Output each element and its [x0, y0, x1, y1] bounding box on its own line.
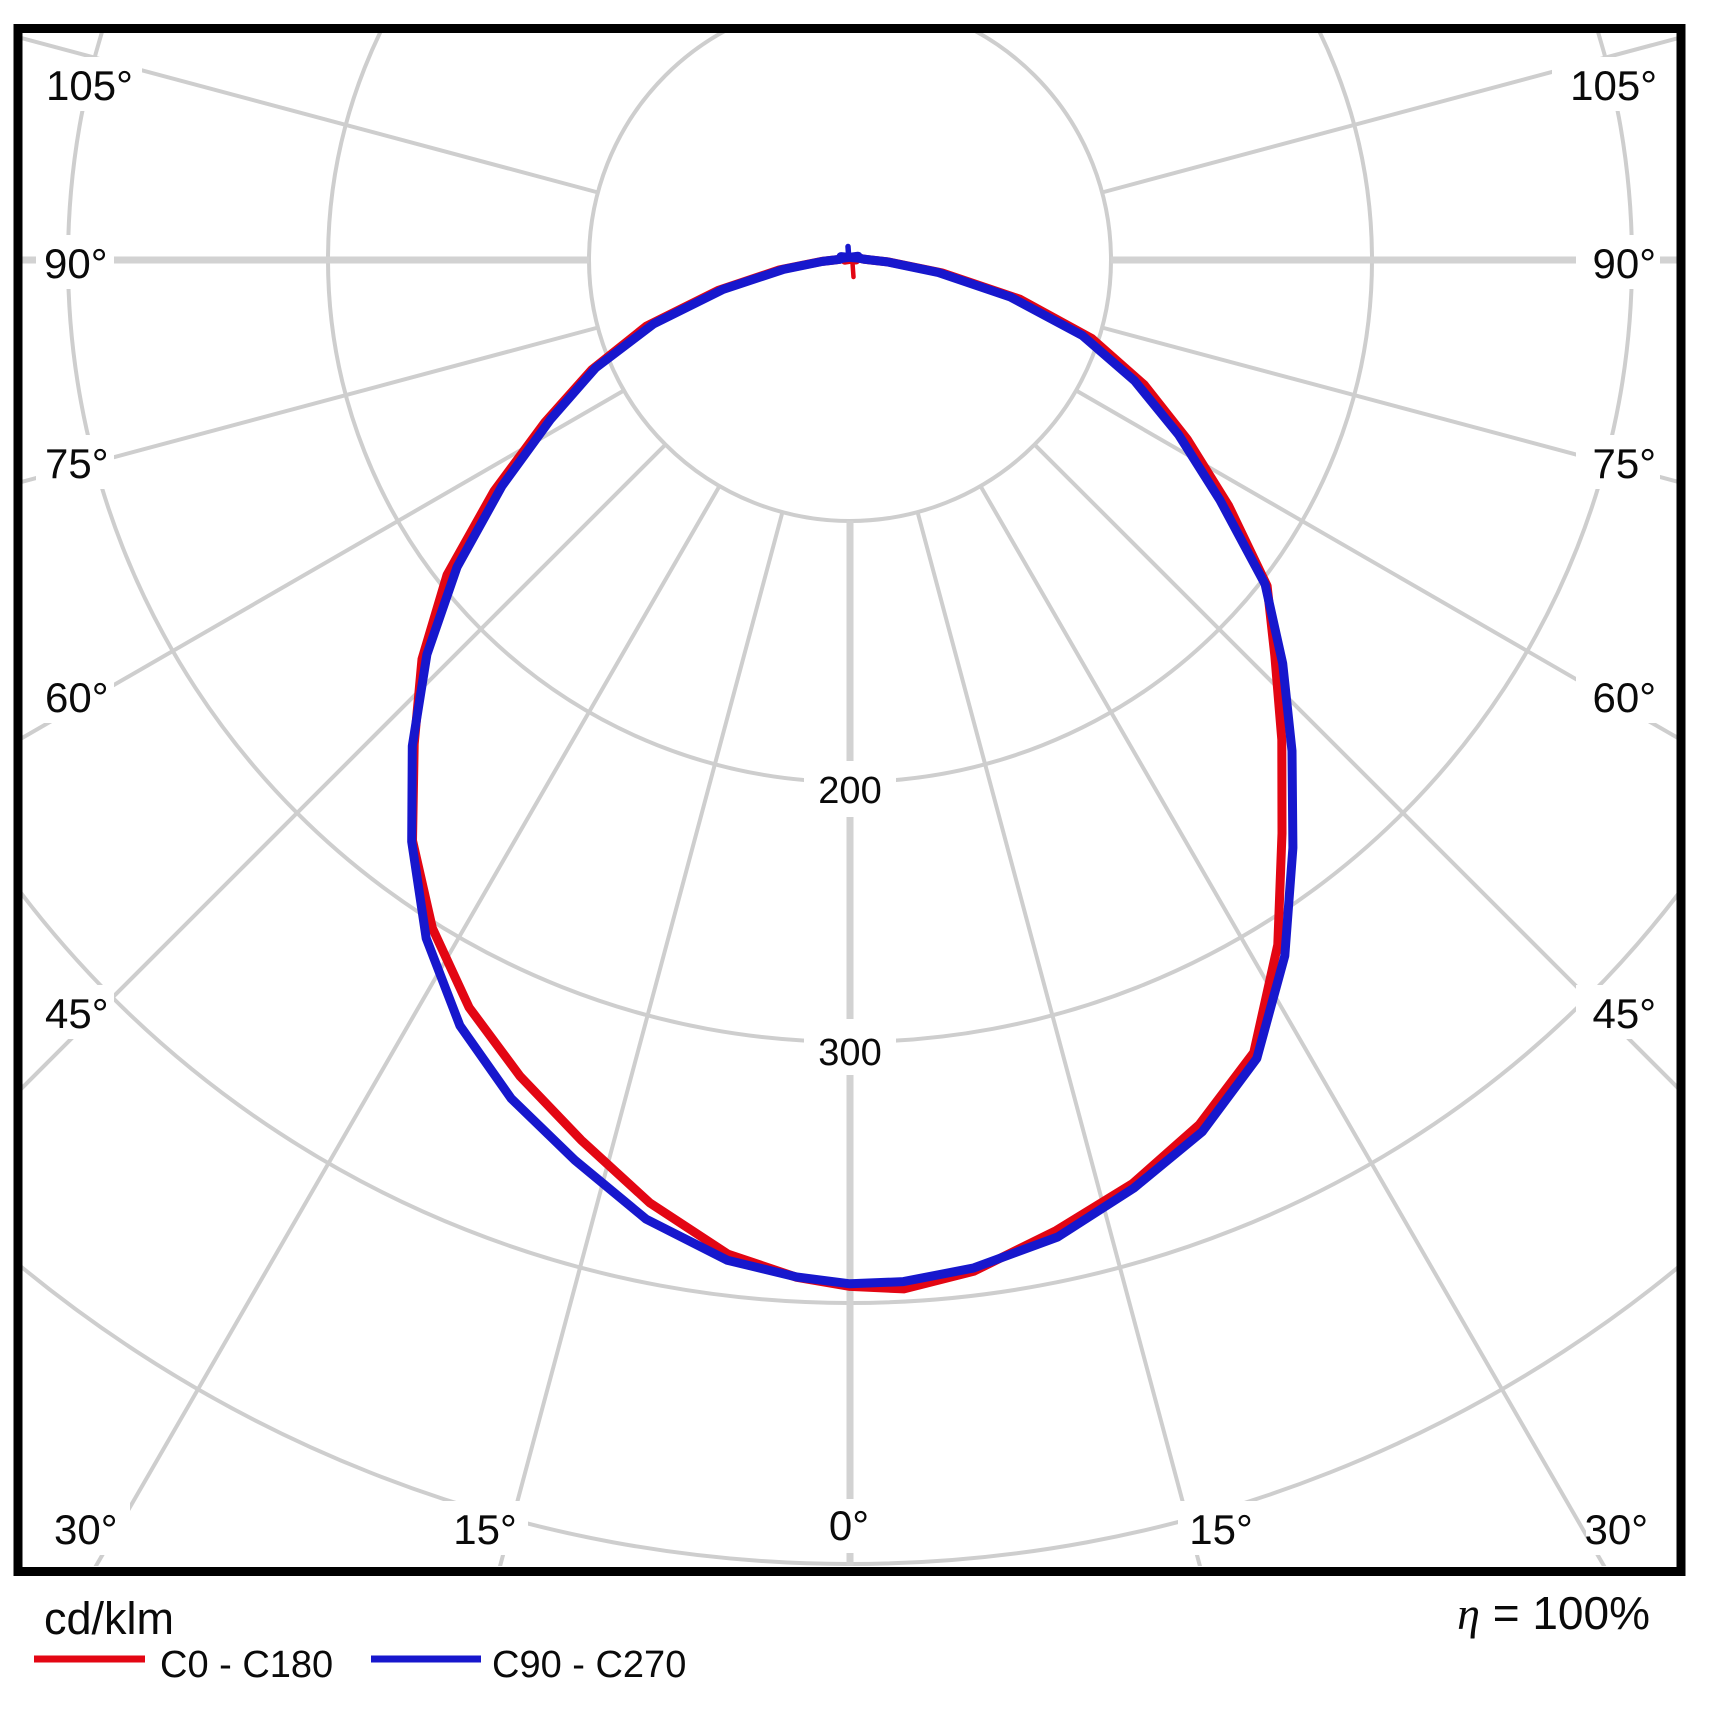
svg-text:C90 - C270: C90 - C270 — [492, 1644, 686, 1686]
svg-text:30°: 30° — [1584, 1506, 1648, 1553]
svg-text:C0 - C180: C0 - C180 — [160, 1644, 333, 1686]
svg-text:105°: 105° — [1570, 62, 1657, 109]
svg-text:45°: 45° — [1592, 990, 1656, 1037]
svg-text:0°: 0° — [829, 1502, 869, 1549]
svg-text:90°: 90° — [44, 240, 108, 287]
svg-text:300: 300 — [818, 1032, 881, 1074]
svg-text:90°: 90° — [1592, 240, 1656, 287]
svg-text:cd/klm: cd/klm — [44, 1593, 174, 1644]
svg-text:30°: 30° — [54, 1506, 118, 1553]
svg-text:105°: 105° — [46, 62, 133, 109]
svg-text:60°: 60° — [1592, 674, 1656, 721]
svg-text:15°: 15° — [1189, 1506, 1253, 1553]
svg-text:η = 100%: η = 100% — [1457, 1587, 1650, 1639]
svg-text:200: 200 — [818, 770, 881, 812]
svg-text:60°: 60° — [45, 674, 109, 721]
svg-text:45°: 45° — [45, 990, 109, 1037]
svg-text:75°: 75° — [45, 440, 109, 487]
svg-text:15°: 15° — [453, 1506, 517, 1553]
svg-text:75°: 75° — [1592, 440, 1656, 487]
